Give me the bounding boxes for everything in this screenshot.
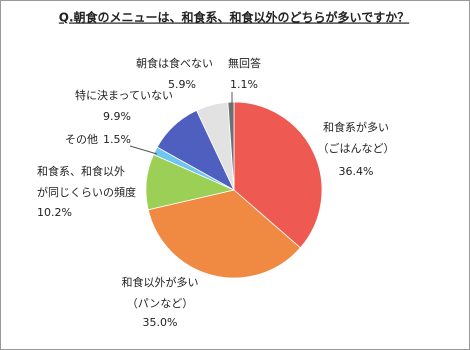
leader-line bbox=[129, 145, 158, 155]
value-label: 5.9% bbox=[168, 78, 196, 91]
chart-title: Q.朝食のメニューは、和食系、和食以外のどちらが多いですか？ bbox=[59, 10, 409, 25]
value-label: 35.0% bbox=[143, 316, 178, 329]
slice-label: その他 bbox=[65, 133, 98, 146]
pie-slice bbox=[147, 189, 301, 279]
value-label: 36.4% bbox=[339, 165, 374, 178]
slice-label: 和食系、和食以外が同じくらいの頻度 bbox=[37, 164, 136, 199]
slice-label: 和食系が多い（ごはんなど） bbox=[318, 120, 395, 155]
value-label: 9.9% bbox=[103, 110, 131, 123]
value-label: 1.5% bbox=[103, 133, 131, 146]
pie-slice bbox=[233, 101, 323, 249]
value-label: 10.2% bbox=[37, 206, 72, 219]
slice-label: 朝食は食べない bbox=[136, 56, 213, 70]
slice-label: 和食以外が多い（パンなど） bbox=[122, 275, 199, 310]
value-label: 1.1% bbox=[230, 78, 258, 91]
pie-slice bbox=[227, 101, 235, 191]
slice-label: 無回答 bbox=[228, 56, 261, 70]
slice-label: 特に決まっていない bbox=[75, 88, 173, 102]
